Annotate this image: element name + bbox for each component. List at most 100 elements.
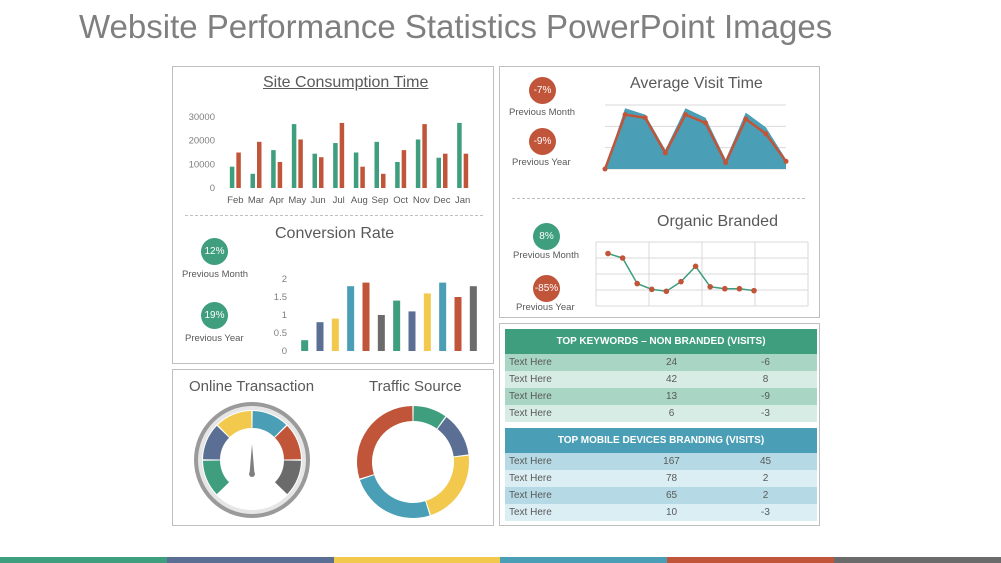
- conversion-month-badge: 12%: [201, 238, 228, 265]
- bar: [443, 153, 448, 188]
- bar: [339, 122, 345, 188]
- table-cell: Text Here: [509, 357, 552, 368]
- data-point: [605, 250, 611, 257]
- bar: [360, 166, 365, 188]
- data-point: [622, 112, 628, 118]
- bottom-bar-segment: [333, 557, 501, 563]
- table-cell: 6: [668, 408, 675, 419]
- bottom-bar-segment: [166, 557, 334, 563]
- x-tick-label: Dec: [434, 195, 451, 206]
- transaction-traffic-panel: Online Transaction Traffic Source: [172, 369, 494, 526]
- bar: [319, 157, 324, 188]
- organic-branded-title: Organic Branded: [657, 213, 778, 230]
- bottom-bar-segment: [834, 557, 1001, 563]
- x-tick-label: Oct: [393, 195, 408, 206]
- traffic-source-title: Traffic Source: [369, 378, 462, 395]
- table-cell: 65: [665, 490, 678, 501]
- y-tick-label: 0: [282, 346, 287, 357]
- bar: [257, 141, 262, 188]
- bar: [408, 311, 416, 351]
- data-point: [682, 112, 688, 118]
- traffic-source-donut: [357, 406, 469, 518]
- bar: [316, 322, 324, 351]
- bar: [347, 286, 355, 351]
- x-tick-label: Feb: [227, 195, 243, 206]
- bar: [463, 153, 469, 188]
- bar: [436, 157, 441, 188]
- bar: [250, 173, 255, 188]
- table-row: Text Here 10 -3: [505, 504, 817, 521]
- organic-month-label: Previous Month: [513, 250, 580, 261]
- table-cell: 167: [663, 456, 680, 467]
- organic-branded-chart: [595, 241, 809, 307]
- bar: [277, 161, 283, 188]
- gauge-segment: [203, 460, 230, 495]
- average-visit-title: Average Visit Time: [630, 75, 763, 92]
- bar: [377, 315, 385, 351]
- table-row: Text Here 78 2: [505, 470, 817, 487]
- bar: [393, 300, 401, 351]
- table-cell: -3: [761, 507, 770, 518]
- tables-panel: TOP KEYWORDS – NON BRANDED (VISITS) Text…: [499, 323, 820, 526]
- gauge-segment: [274, 425, 301, 460]
- y-tick-label: 2: [282, 274, 287, 285]
- donut-slice: [437, 417, 469, 457]
- table-row: Text Here 42 8: [505, 371, 817, 388]
- table-cell: 10: [665, 507, 678, 518]
- table-cell: Text Here: [509, 490, 552, 501]
- data-point: [692, 263, 699, 270]
- table-cell: Text Here: [509, 374, 552, 385]
- conversion-year-label: Previous Year: [185, 333, 244, 344]
- gauge-needle: [249, 444, 255, 474]
- keywords-table-header: TOP KEYWORDS – NON BRANDED (VISITS): [505, 329, 817, 354]
- table-cell: Text Here: [509, 391, 552, 402]
- donut-slice: [357, 406, 413, 479]
- y-tick-label: 0: [210, 183, 215, 194]
- x-tick-label: Aug: [351, 195, 368, 206]
- donut-slice: [359, 475, 430, 518]
- average-visit-chart: [602, 104, 789, 172]
- table-cell: 8: [762, 374, 769, 385]
- bar: [454, 297, 462, 351]
- data-point: [743, 116, 749, 122]
- bar: [271, 150, 276, 188]
- x-tick-label: Nov: [413, 195, 430, 206]
- chart-divider: [185, 215, 483, 216]
- series-line: [607, 252, 755, 293]
- bar: [422, 124, 427, 188]
- visit-organic-panel: Average Visit Time -7% Previous Month -9…: [499, 66, 820, 318]
- x-tick-label: Jan: [455, 195, 470, 206]
- table-cell: 13: [665, 391, 678, 402]
- table-cell: -3: [761, 408, 770, 419]
- bar: [415, 139, 421, 188]
- bar: [312, 153, 317, 188]
- data-point: [703, 120, 709, 126]
- table-cell: 42: [665, 374, 678, 385]
- data-point: [751, 287, 757, 294]
- bar: [381, 173, 386, 188]
- conversion-rate-chart: 0 0.5 1 1.5 2: [274, 274, 477, 357]
- visit-month-badge: -7%: [529, 77, 556, 104]
- series-line: [603, 113, 788, 170]
- data-point: [678, 278, 684, 285]
- bar: [423, 293, 431, 351]
- visit-year-badge: -9%: [529, 128, 556, 155]
- table-cell: 78: [665, 473, 678, 484]
- bar: [236, 152, 241, 188]
- donut-slice: [413, 406, 446, 429]
- bottom-bar-segment: [667, 557, 835, 563]
- bar: [331, 318, 339, 351]
- data-point: [663, 288, 670, 295]
- y-tick-label: 1: [282, 310, 287, 321]
- mobile-table-header: TOP MOBILE DEVICES BRANDING (VISITS): [505, 428, 817, 453]
- table-row: Text Here 65 2: [505, 487, 817, 504]
- gauge-segment: [252, 411, 287, 438]
- y-tick-label: 10000: [189, 159, 215, 170]
- data-point: [619, 255, 626, 261]
- y-tick-label: 20000: [189, 136, 215, 147]
- data-point: [662, 150, 668, 156]
- table-cell: Text Here: [509, 507, 552, 518]
- table-cell: Text Here: [509, 473, 552, 484]
- table-cell: 2: [762, 490, 769, 501]
- table-cell: Text Here: [509, 456, 552, 467]
